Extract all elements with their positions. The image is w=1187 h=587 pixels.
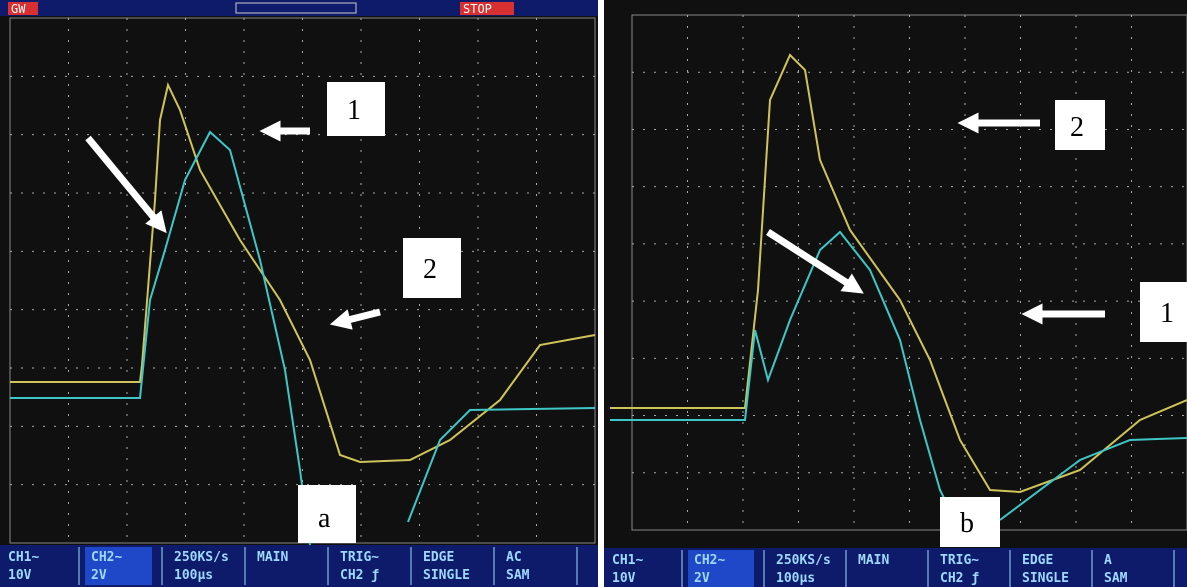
status-text: MAIN: [858, 553, 889, 568]
status-text: TRIG∼: [340, 550, 379, 565]
status-text: SINGLE: [423, 568, 470, 583]
status-text: TRIG∼: [940, 553, 979, 568]
trace-label: 1: [347, 95, 361, 126]
status-text: A: [1104, 553, 1112, 568]
status-text: MAIN: [257, 550, 288, 565]
status-text: 10V: [612, 571, 636, 586]
status-text: 2V: [694, 571, 710, 586]
status-text: EDGE: [423, 550, 454, 565]
status-text: CH2∼: [694, 553, 725, 568]
status-text: CH1∼: [8, 550, 39, 565]
trace-label: 2: [1070, 112, 1084, 143]
status-text: 250KS/s: [776, 553, 831, 568]
status-text: 100μs: [776, 571, 815, 586]
status-text: SAM: [1104, 571, 1128, 586]
status-text: 250KS/s: [174, 550, 229, 565]
status-text: CH2 ƒ: [340, 568, 379, 583]
caption: b: [960, 508, 974, 539]
trace-label: 1: [1160, 298, 1174, 329]
status-text: 10V: [8, 568, 32, 583]
status-text: 100μs: [174, 568, 213, 583]
status-text: SAM: [506, 568, 530, 583]
status-text: 2V: [91, 568, 107, 583]
caption: a: [318, 503, 331, 534]
status-text: CH2∼: [91, 550, 122, 565]
status-text: SINGLE: [1022, 571, 1069, 586]
status-text: CH2 ƒ: [940, 571, 979, 586]
header-right: STOP: [463, 2, 492, 16]
status-text: AC: [506, 550, 522, 565]
oscilloscope-figure: GW STOP 1 2 a 2 1 b CH1∼ 10V CH2∼ 2V 250KS/s…: [0, 0, 1187, 587]
header-left: GW: [11, 2, 26, 16]
status-text: CH1∼: [612, 553, 643, 568]
trace-label: 2: [423, 254, 437, 285]
status-text: EDGE: [1022, 553, 1053, 568]
